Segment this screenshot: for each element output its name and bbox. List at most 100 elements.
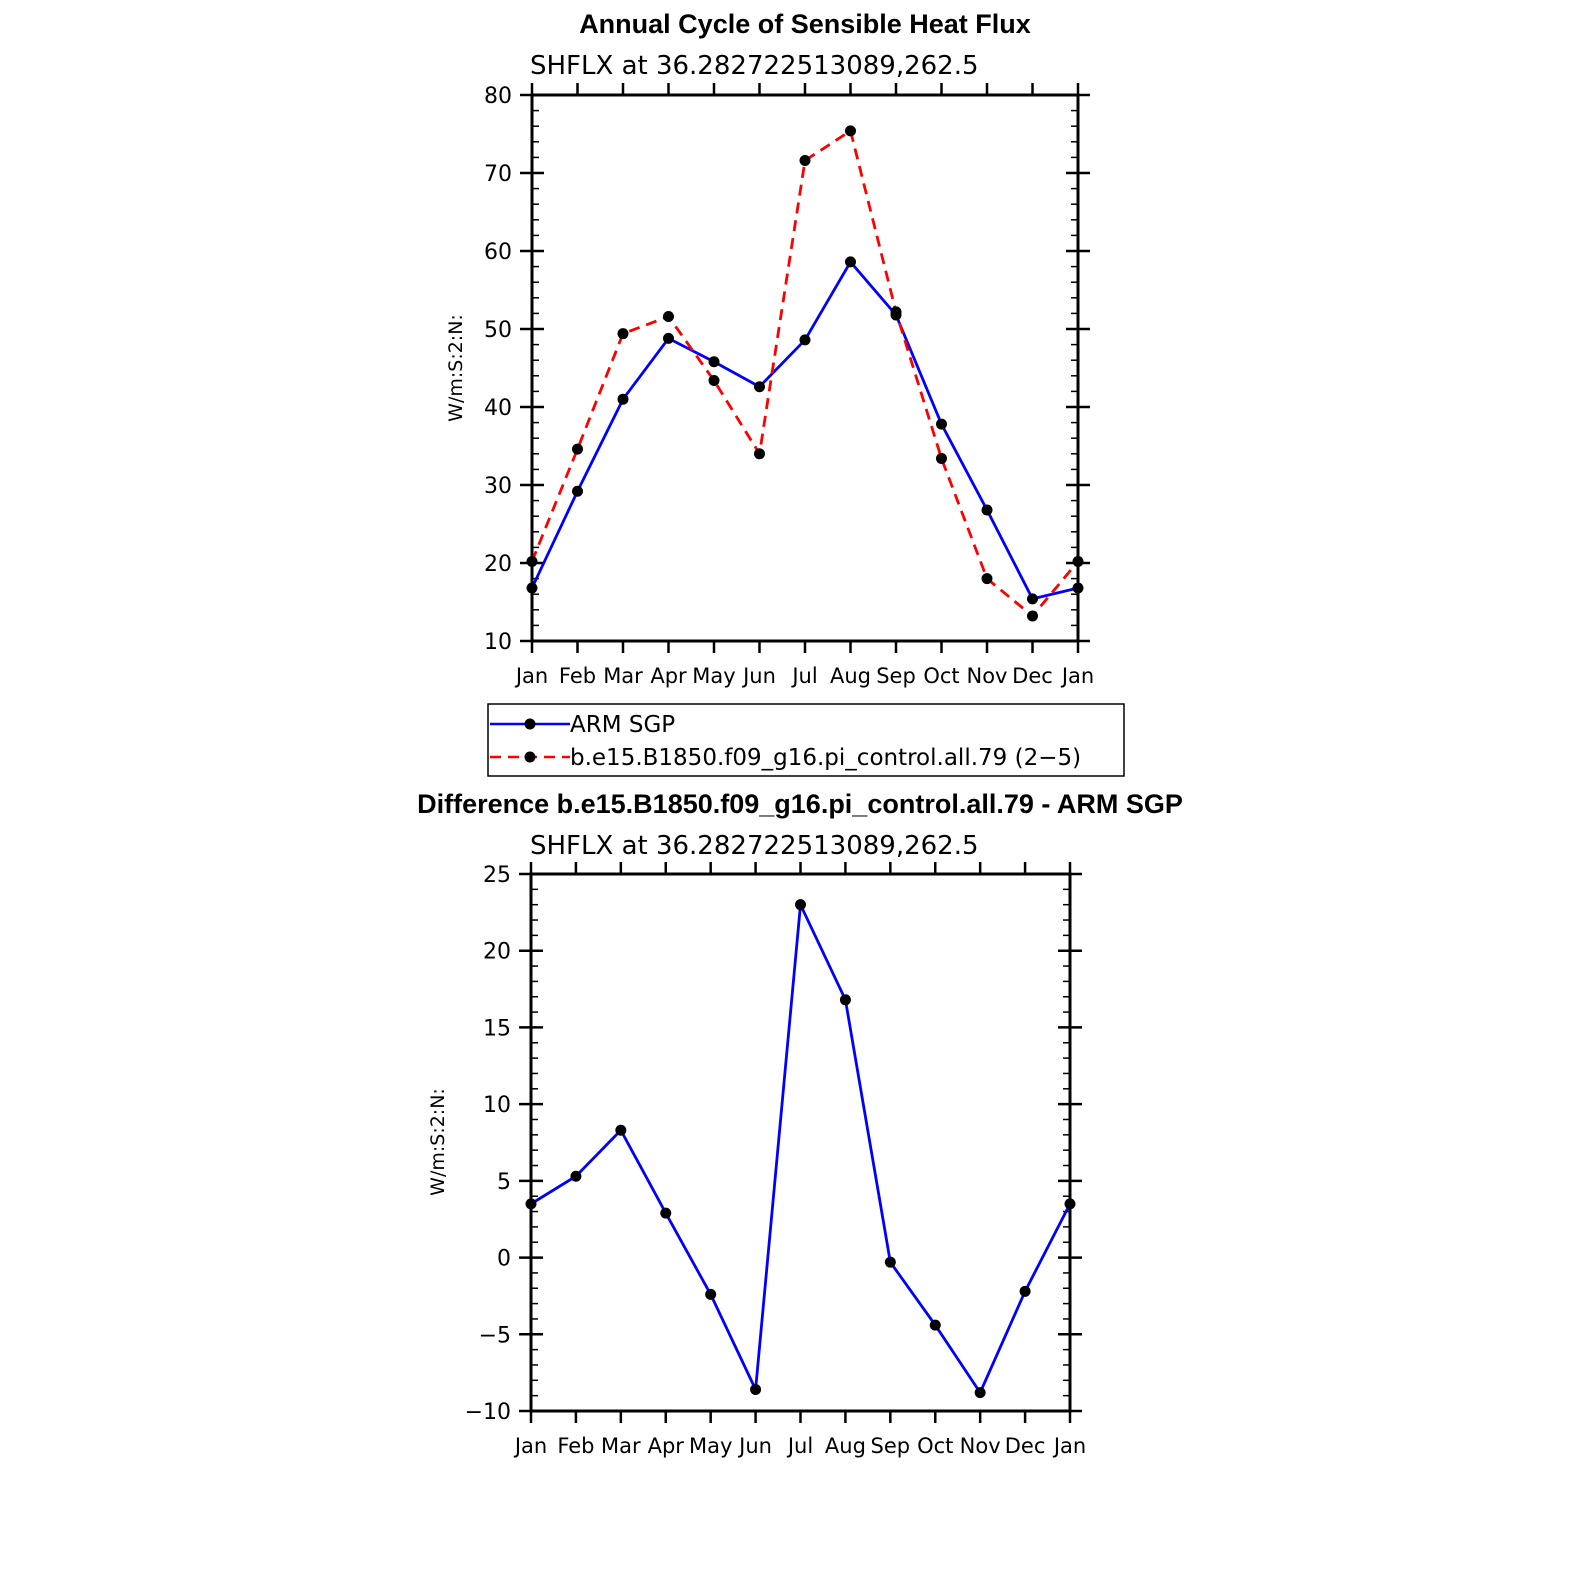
data-point — [795, 899, 806, 911]
chart-subtitle: SHFLX at 36.282722513089,262.5 — [530, 831, 979, 861]
data-point — [617, 328, 629, 340]
data-point — [526, 555, 538, 567]
data-point — [1027, 593, 1038, 605]
y-tick-label: 20 — [484, 552, 512, 577]
y-tick-label: 5 — [497, 1170, 511, 1195]
x-tick-label: Jun — [737, 1434, 772, 1458]
series-line-a — [530, 259, 1079, 601]
legend-marker-arm-sgp — [524, 718, 536, 730]
data-point — [936, 452, 947, 464]
y-tick-label: 40 — [484, 396, 512, 421]
x-tick-label: Oct — [917, 1434, 953, 1458]
x-tick-label: Aug — [825, 1434, 866, 1458]
data-point — [974, 1387, 986, 1399]
difference-panel: Difference b.e15.B1850.f09_g16.pi_contro… — [417, 789, 1183, 1458]
data-point — [570, 1170, 582, 1182]
data-point — [890, 306, 902, 318]
x-tick-label: Mar — [603, 664, 643, 688]
legend-label-model: b.e15.B1850.f09_g16.pi_control.all.79 (2… — [570, 745, 1081, 771]
data-point — [799, 334, 811, 346]
data-point — [845, 125, 856, 137]
x-tick-label: May — [692, 664, 735, 688]
data-point — [663, 332, 674, 344]
chart-subtitle: SHFLX at 36.282722513089,262.5 — [530, 51, 979, 81]
data-point — [663, 311, 674, 323]
y-axis-label: W/m:S:2:N: — [445, 314, 467, 422]
data-point — [1019, 1285, 1031, 1297]
data-point — [839, 994, 851, 1006]
x-tick-label: Nov — [967, 664, 1008, 688]
x-tick-label: Jan — [1060, 664, 1094, 688]
x-tick-label: Dec — [1005, 1434, 1046, 1458]
x-tick-label: Jul — [790, 664, 817, 688]
series-lines — [530, 128, 1080, 619]
axes: Jan Feb Mar Apr May Jun Jul Aug Sep Oct Nov Dec Jan−… — [465, 862, 1086, 1458]
y-axis-label: W/m:S:2:N: — [427, 1088, 449, 1196]
x-tick-label: Sep — [876, 664, 916, 688]
x-tick-label: Feb — [559, 664, 596, 688]
x-tick-label: Jan — [513, 1434, 547, 1458]
y-tick-label: −10 — [465, 1400, 511, 1425]
data-point — [708, 374, 720, 386]
data-point — [705, 1288, 717, 1300]
y-tick-label: 80 — [484, 84, 512, 109]
y-tick-label: 10 — [484, 630, 512, 655]
data-point — [799, 155, 811, 167]
data-point — [615, 1124, 627, 1136]
series-lines — [530, 899, 1072, 1396]
data-point — [660, 1207, 672, 1219]
data-point — [708, 356, 720, 368]
x-tick-label: May — [689, 1434, 732, 1458]
series-points — [526, 125, 1084, 622]
legend-label-arm-sgp: ARM SGP — [570, 712, 675, 738]
data-point — [1064, 1198, 1076, 1210]
data-point — [936, 418, 947, 430]
y-tick-label: 20 — [483, 940, 511, 965]
x-tick-label: Jan — [514, 664, 548, 688]
x-tick-label: Jan — [1052, 1434, 1086, 1458]
x-tick-label: Oct — [923, 664, 959, 688]
data-point — [981, 504, 993, 516]
y-tick-label: 60 — [484, 240, 512, 265]
plot-frame — [529, 872, 1072, 1413]
series-points — [525, 899, 1076, 1399]
x-tick-label: Apr — [650, 664, 687, 688]
y-tick-label: 25 — [483, 863, 511, 888]
y-tick-label: 0 — [497, 1247, 511, 1272]
data-point — [754, 381, 765, 393]
data-point — [845, 256, 856, 268]
x-tick-label: Jun — [741, 664, 776, 688]
data-point — [1027, 610, 1038, 622]
x-tick-label: Apr — [648, 1434, 685, 1458]
chart-title: Annual Cycle of Sensible Heat Flux — [579, 9, 1031, 39]
y-tick-label: 50 — [484, 318, 512, 343]
data-point — [754, 448, 765, 460]
x-tick-label: Aug — [830, 664, 871, 688]
legend-marker-model — [524, 751, 536, 763]
annual-cycle-panel: Annual Cycle of Sensible Heat Flux SHFLX… — [445, 9, 1125, 777]
data-point — [1072, 555, 1084, 567]
legend-box — [487, 703, 1125, 777]
x-tick-label: Feb — [557, 1434, 594, 1458]
x-tick-label: Nov — [960, 1434, 1001, 1458]
series-line-a — [530, 899, 1072, 1396]
series-line-b — [530, 128, 1080, 619]
data-point — [981, 573, 993, 585]
y-tick-label: −5 — [479, 1323, 511, 1348]
x-tick-label: Jul — [786, 1434, 813, 1458]
data-point — [1072, 582, 1084, 594]
x-tick-label: Mar — [601, 1434, 641, 1458]
x-tick-label: Sep — [871, 1434, 911, 1458]
data-point — [526, 582, 538, 594]
y-tick-label: 70 — [484, 162, 512, 187]
chart-title: Difference b.e15.B1850.f09_g16.pi_contro… — [417, 789, 1183, 819]
data-point — [572, 443, 583, 455]
y-tick-label: 10 — [483, 1093, 511, 1118]
plot-frame — [530, 93, 1080, 643]
axes: Jan Feb Mar Apr May Jun Jul Aug Sep Oct Nov Dec Jan1… — [484, 83, 1094, 688]
data-point — [884, 1256, 896, 1268]
y-tick-label: 30 — [484, 474, 512, 499]
data-point — [525, 1198, 537, 1210]
data-point — [750, 1384, 762, 1396]
